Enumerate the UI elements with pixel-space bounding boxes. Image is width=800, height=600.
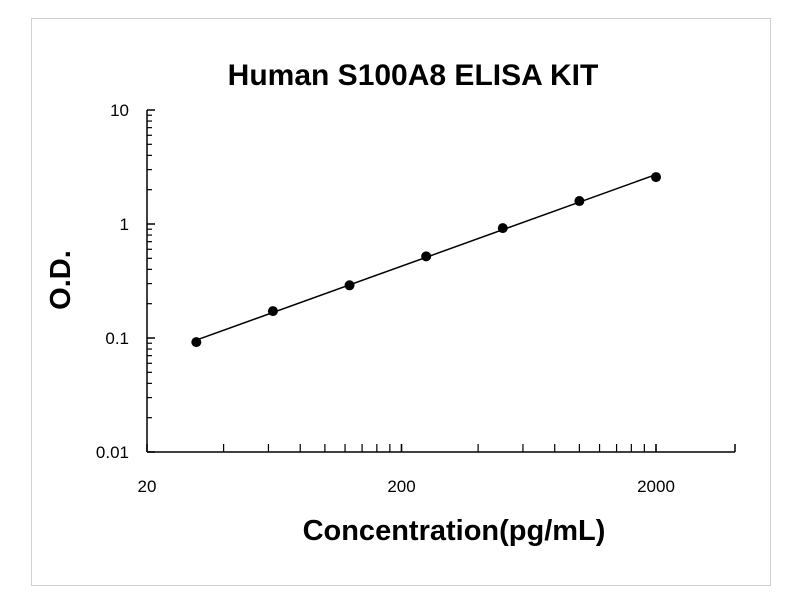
data-point [421, 251, 432, 262]
x-tick-label: 200 [387, 477, 415, 496]
data-point [651, 172, 661, 183]
y-tick-label: 10 [110, 101, 129, 120]
y-tick-label: 1 [120, 215, 129, 234]
data-point [574, 196, 585, 207]
chart-title: Human S100A8 ELISA KIT [228, 59, 599, 92]
x-axis-label: Concentration(pg/mL) [303, 515, 606, 547]
data-point [497, 223, 508, 234]
data-point [267, 306, 278, 317]
data-point [344, 280, 355, 291]
x-tick-label: 20 [138, 477, 157, 496]
y-tick-label: 0.01 [96, 443, 129, 462]
chart-frame [31, 18, 771, 586]
x-tick-label: 2000 [637, 477, 675, 496]
data-point [191, 337, 202, 348]
y-tick-label: 0.1 [105, 329, 129, 348]
y-axis-label: O.D. [45, 250, 77, 310]
